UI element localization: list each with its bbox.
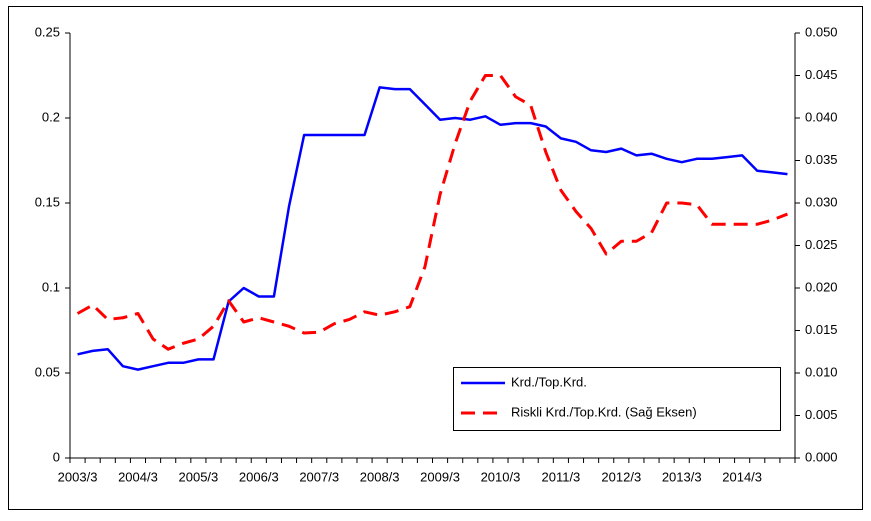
x-tick-label: 2007/3 (299, 469, 339, 484)
x-tick-label: 2011/3 (541, 469, 580, 484)
legend-label: Krd./Top.Krd. (511, 374, 587, 389)
y2-tick-label: 0.010 (805, 364, 838, 379)
y2-tick-label: 0.000 (805, 449, 838, 464)
x-tick-label: 2006/3 (239, 469, 279, 484)
x-tick-label: 2005/3 (179, 469, 219, 484)
x-tick-label: 2009/3 (420, 469, 460, 484)
legend-label: Riskli Krd./Top.Krd. (Sağ Eksen) (511, 404, 697, 419)
y2-tick-label: 0.015 (805, 322, 838, 337)
y2-tick-label: 0.025 (805, 237, 838, 252)
y-tick-label: 0.25 (35, 24, 60, 39)
y-tick-label: 0.1 (42, 279, 60, 294)
y2-tick-label: 0.050 (805, 24, 838, 39)
series-line (76, 74, 788, 351)
x-tick-label: 2014/3 (722, 469, 762, 484)
y2-tick-label: 0.005 (805, 407, 838, 422)
y2-tick-label: 0.035 (805, 152, 838, 167)
x-tick-label: 2012/3 (601, 469, 641, 484)
legend-box (453, 367, 781, 431)
chart-frame (8, 6, 863, 510)
y-tick-label: 0.2 (42, 109, 60, 124)
y-tick-label: 0 (53, 449, 60, 464)
y2-tick-label: 0.040 (805, 109, 838, 124)
y2-tick-label: 0.020 (805, 279, 838, 294)
x-tick-label: 2003/3 (58, 469, 98, 484)
x-tick-label: 2008/3 (360, 469, 400, 484)
y2-tick-label: 0.030 (805, 194, 838, 209)
y2-tick-label: 0.045 (805, 67, 838, 82)
x-tick-label: 2013/3 (662, 469, 702, 484)
y-tick-label: 0.15 (35, 194, 60, 209)
x-tick-label: 2004/3 (118, 469, 158, 484)
series-line (77, 86, 788, 371)
x-tick-label: 2010/3 (481, 469, 521, 484)
y-tick-label: 0.05 (35, 364, 60, 379)
